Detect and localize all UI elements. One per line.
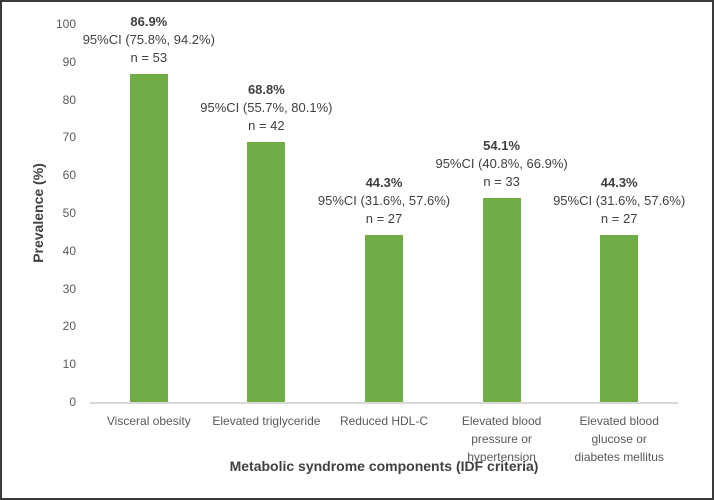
bar-elevated-blood [482, 197, 521, 402]
y-tick-label: 90 [62, 54, 76, 69]
x-category-label: Elevated triglyceride [212, 414, 321, 428]
x-axis-title: Metabolic syndrome components (IDF crite… [229, 458, 539, 474]
y-tick-label: 60 [62, 168, 76, 183]
x-category-label: Elevated blood pressure or hypertension [461, 414, 542, 464]
x-category-label: Reduced HDL-C [339, 414, 429, 428]
bar-visceral-obesity [129, 73, 168, 402]
percent-label: 54.1% [483, 137, 521, 153]
sample-size-label: n = 33 [483, 173, 520, 189]
confidence-interval-label: 95%CI (31.6%, 57.6%) [317, 192, 451, 208]
x-category-label: Visceral obesity [106, 414, 191, 428]
bar-data-label: 54.1% 95%CI (40.8%, 66.9%) n = 33 [352, 137, 652, 191]
confidence-interval-label: 95%CI (31.6%, 57.6%) [553, 192, 686, 208]
y-tick-label: 50 [62, 206, 76, 220]
y-tick-label: 70 [62, 130, 76, 145]
bar-data-label: 44.3% 95%CI (31.6%, 57.6%) n = 27 [234, 174, 534, 228]
y-tick-label: 80 [62, 92, 76, 107]
y-tick-label: 10 [62, 357, 76, 372]
plot-area: 86.9% 95%CI (75.8%, 94.2%) n = 53 Visceral … [83, 14, 686, 464]
y-tick-label: 0 [69, 395, 76, 409]
percent-label: 44.3% [365, 174, 403, 190]
bar-data-label: 68.8% 95%CI (55.7%, 80.1%) n = 42 [116, 81, 416, 135]
sample-size-label: n = 27 [600, 210, 638, 226]
bar-data-label: 44.3% 95%CI (31.6%, 57.6%) n = 27 [469, 174, 712, 228]
confidence-interval-label: 95%CI (55.7%, 80.1%) [200, 99, 333, 115]
bar-reduced-hdl-c [365, 234, 403, 402]
y-tick-label: 40 [62, 243, 76, 258]
y-tick-label: 20 [62, 319, 76, 334]
bar-elevated-triglyceride [247, 141, 286, 402]
x-category-label: Elevated blood glucose or diabetes melli… [574, 414, 664, 464]
confidence-interval-label: 95%CI (75.8%, 94.2%) [82, 31, 215, 47]
bar-data-label: 86.9% 95%CI (75.8%, 94.2%) n = 53 [2, 13, 299, 67]
y-tick-label: 100 [55, 17, 76, 31]
y-tick-label: 30 [62, 281, 76, 296]
percent-label: 86.9% [130, 13, 168, 29]
sample-size-label: n = 42 [248, 117, 285, 133]
bar-elevated-blood [600, 234, 639, 402]
percent-label: 44.3% [600, 174, 638, 190]
percent-label: 68.8% [247, 81, 285, 97]
sample-size-label: n = 53 [130, 49, 168, 65]
confidence-interval-label: 95%CI (40.8%, 66.9%) [435, 155, 568, 171]
sample-size-label: n = 27 [365, 210, 403, 226]
